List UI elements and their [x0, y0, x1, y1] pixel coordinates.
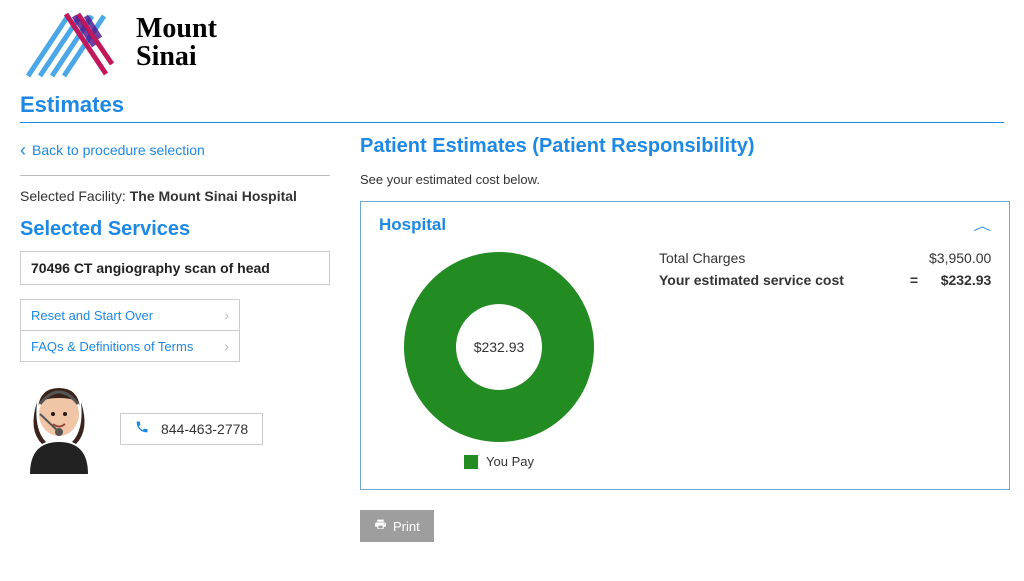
content-subtitle: See your estimated cost below.: [360, 172, 1010, 187]
back-link-label: Back to procedure selection: [32, 142, 205, 158]
print-button[interactable]: Print: [360, 510, 434, 542]
brand-logo: Mount Sinai: [20, 8, 280, 78]
donut-legend: You Pay: [464, 454, 534, 469]
print-icon: [374, 518, 387, 534]
link-label: Reset and Start Over: [31, 308, 153, 323]
phone-icon: [135, 420, 149, 438]
legend-swatch-icon: [464, 455, 478, 469]
row-eq: [899, 250, 929, 266]
sidebar-link-list: Reset and Start Over › FAQs & Definition…: [20, 299, 240, 362]
page-title: Estimates: [20, 92, 1004, 123]
legend-label: You Pay: [486, 454, 534, 469]
estimated-cost-row: Your estimated service cost = $232.93: [659, 272, 991, 288]
facility-line: Selected Facility: The Mount Sinai Hospi…: [20, 188, 330, 204]
back-link[interactable]: Back to procedure selection: [20, 135, 330, 171]
logo-mark-icon: [20, 8, 120, 78]
reset-start-over-link[interactable]: Reset and Start Over ›: [21, 300, 239, 330]
link-label: FAQs & Definitions of Terms: [31, 339, 193, 354]
chevron-right-icon: ›: [224, 338, 229, 354]
donut-center-value: $232.93: [456, 304, 542, 390]
row-eq: =: [899, 272, 929, 288]
divider: [20, 175, 330, 176]
print-label: Print: [393, 519, 420, 534]
selected-services-title: Selected Services: [20, 218, 330, 241]
selected-service: 70496 CT angiography scan of head: [20, 251, 330, 285]
brand-name-line2: Sinai: [136, 43, 217, 71]
collapse-icon[interactable]: ︿: [973, 216, 991, 234]
row-value: $3,950.00: [929, 250, 991, 266]
facility-prefix: Selected Facility:: [20, 188, 130, 204]
facility-name: The Mount Sinai Hospital: [130, 188, 297, 204]
brand-name-line1: Mount: [136, 15, 217, 43]
row-label: Total Charges: [659, 250, 899, 266]
phone-box[interactable]: 844-463-2778: [120, 413, 263, 445]
chevron-right-icon: ›: [224, 307, 229, 323]
faqs-definitions-link[interactable]: FAQs & Definitions of Terms ›: [21, 330, 239, 361]
content-title: Patient Estimates (Patient Responsibilit…: [360, 135, 1010, 158]
total-charges-row: Total Charges $3,950.00: [659, 250, 991, 266]
row-value: $232.93: [929, 272, 991, 288]
cost-donut-chart: $232.93: [404, 252, 594, 442]
panel-title: Hospital: [379, 215, 446, 235]
support-agent-avatar: [20, 384, 98, 474]
row-label: Your estimated service cost: [659, 272, 899, 288]
hospital-panel: Hospital ︿ $232.93 You Pay: [360, 201, 1010, 490]
phone-number: 844-463-2778: [161, 421, 248, 437]
